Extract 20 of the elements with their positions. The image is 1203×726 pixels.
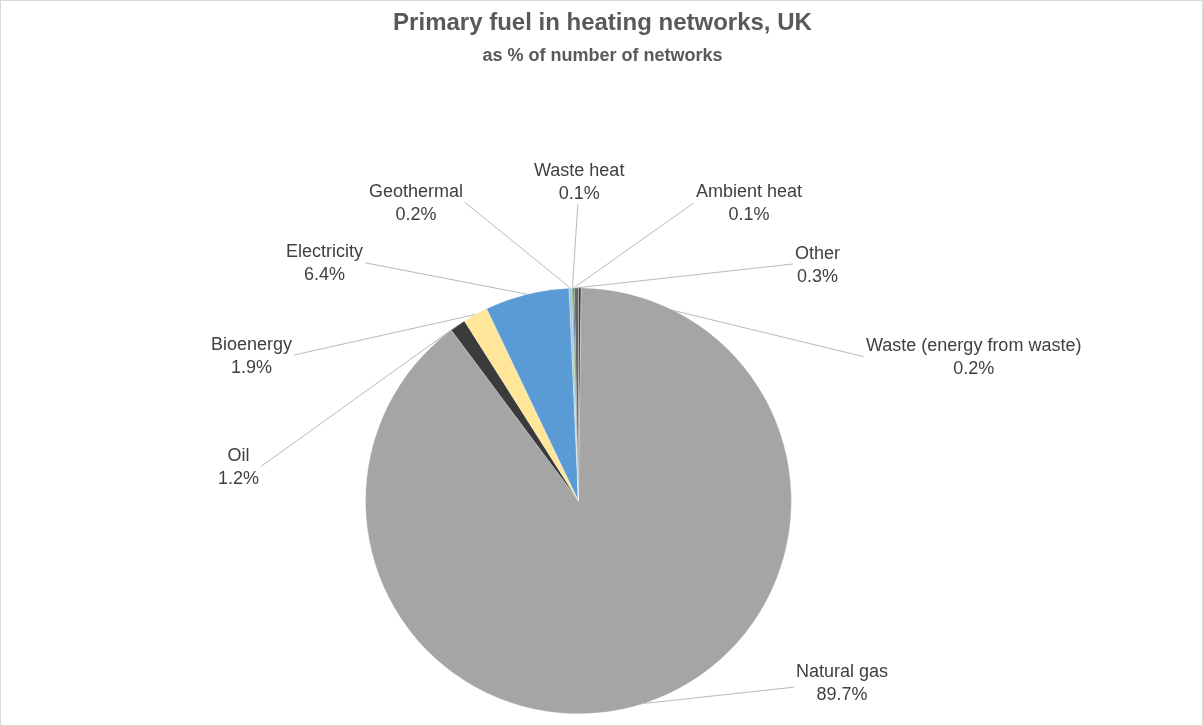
- data-label: 0.2%: [953, 358, 995, 379]
- data-label: 0.1%: [728, 204, 770, 225]
- data-label: 6.4%: [303, 264, 346, 285]
- slice-label: Other: [795, 243, 841, 263]
- data-label: 1.9%: [231, 357, 273, 378]
- slice-label: Bioenergy: [211, 334, 293, 354]
- slice-label: Waste (energy from waste): [866, 335, 1082, 355]
- slice-label: Electricity: [286, 241, 364, 261]
- slice-label: Ambient heat: [696, 181, 803, 201]
- data-label: 89.7%: [816, 684, 868, 705]
- slice-label: Oil: [227, 445, 250, 465]
- chart-title: Primary fuel in heating networks, UK: [393, 8, 813, 36]
- data-label: 0.3%: [797, 266, 839, 287]
- data-label: 0.2%: [395, 204, 437, 225]
- chart-subtitle: as % of number of networks: [482, 45, 723, 66]
- slice-label: Natural gas: [796, 661, 889, 681]
- slice-label: Waste heat: [534, 160, 625, 180]
- slice-label: Geothermal: [369, 181, 464, 201]
- data-label: 0.1%: [558, 183, 600, 204]
- data-label: 1.2%: [218, 468, 260, 489]
